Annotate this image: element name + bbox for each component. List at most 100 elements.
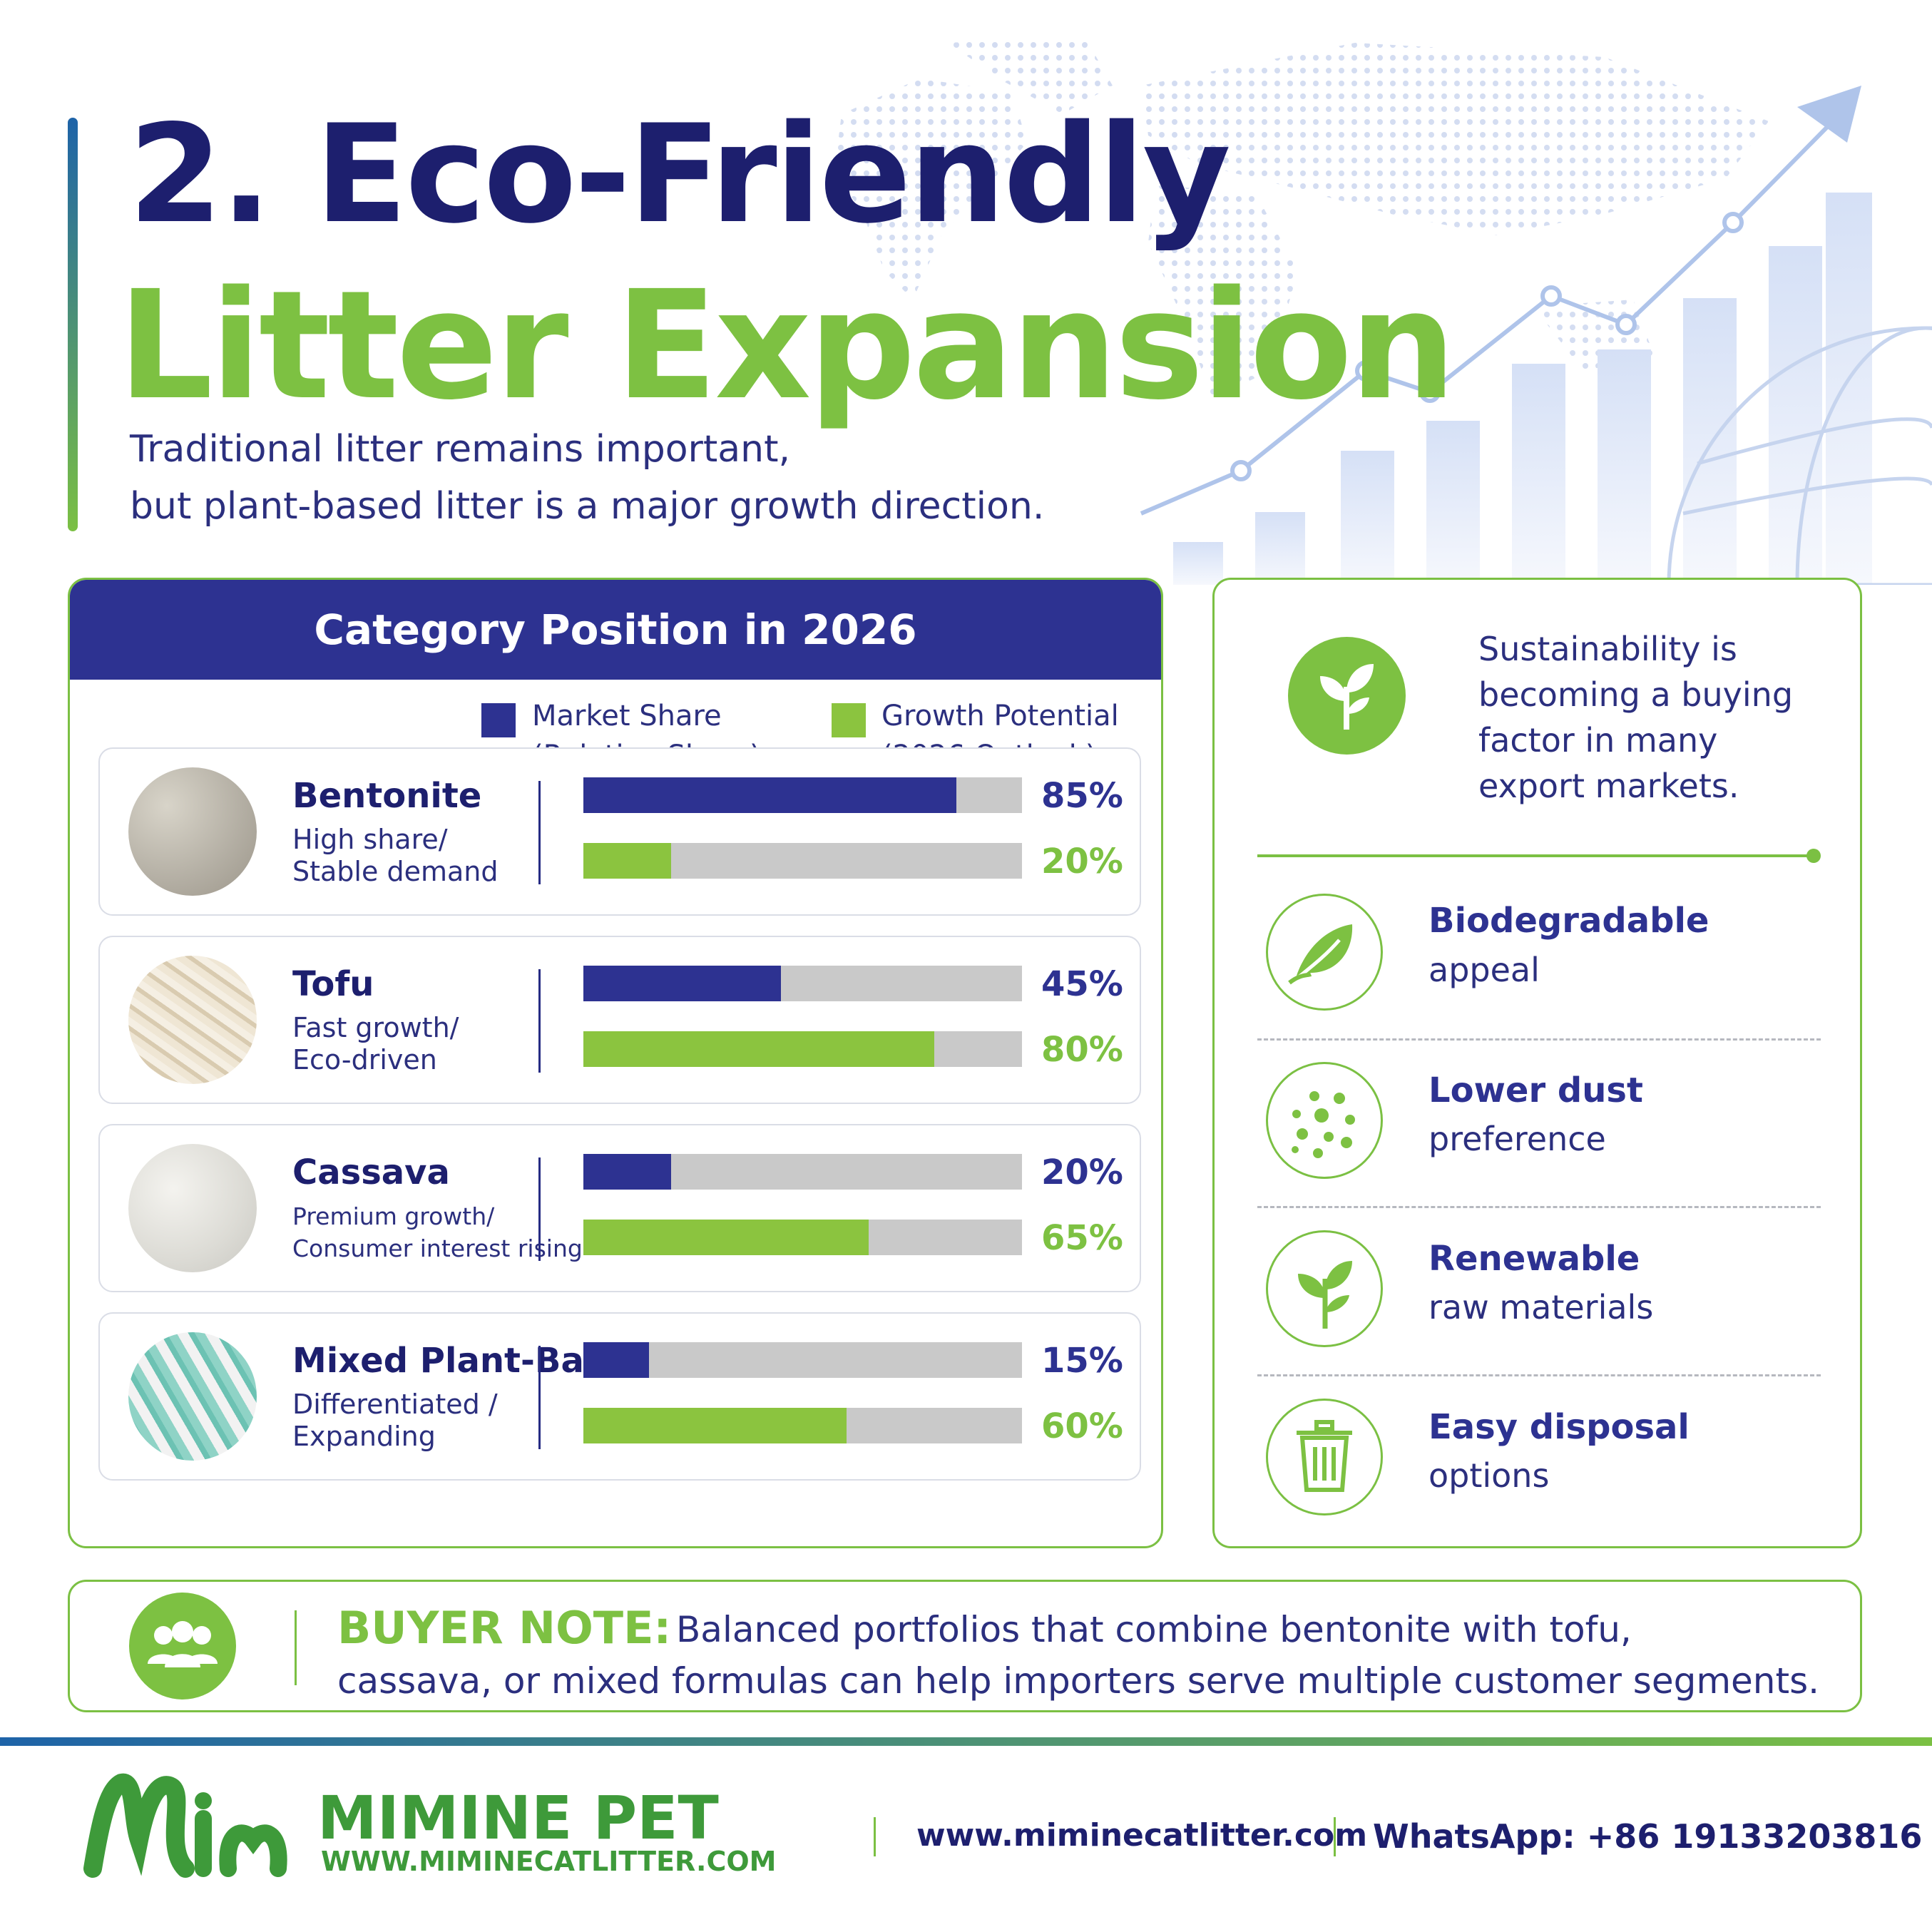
data-label: 65% — [1041, 1218, 1123, 1258]
leaf-icon — [1266, 894, 1383, 1011]
category-description: Premium growth/Consumer interest rising — [292, 1200, 583, 1264]
benefit-divider — [1257, 1038, 1821, 1041]
sustainability-card: Sustainability is becoming a buying fact… — [1212, 578, 1862, 1548]
bar-track — [583, 777, 1022, 813]
subtitle-line-2: but plant-based litter is a major growth… — [130, 485, 1045, 528]
bar-growth-potential — [583, 1031, 934, 1067]
benefit-title: Biodegradable — [1428, 901, 1709, 941]
bar-track — [583, 966, 1022, 1001]
row-divider — [538, 1157, 541, 1261]
bar-growth-potential — [583, 1408, 847, 1443]
data-label: 60% — [1041, 1406, 1123, 1446]
bar-market-share — [583, 1342, 650, 1378]
category-description: Fast growth/Eco-driven — [292, 1012, 459, 1076]
background-growth-decoration — [834, 36, 1932, 585]
row-divider — [538, 781, 541, 884]
intro-line-4: export markets. — [1478, 767, 1739, 805]
bar-growth-potential — [583, 843, 671, 879]
data-label: 20% — [1041, 1152, 1123, 1192]
benefit-title: Renewable — [1428, 1239, 1640, 1279]
buyer-note-card: BUYER NOTE: Balanced portfolios that com… — [68, 1580, 1862, 1712]
group-icon — [129, 1593, 236, 1700]
data-label: 20% — [1041, 842, 1123, 881]
bar-market-share — [583, 777, 956, 813]
benefit-subtitle: raw materials — [1428, 1288, 1654, 1327]
data-label: 15% — [1041, 1341, 1123, 1381]
category-description-line: Consumer interest rising — [292, 1235, 583, 1262]
dots-icon — [1266, 1062, 1383, 1179]
benefit-title: Easy disposal — [1428, 1407, 1690, 1447]
litter-photo — [128, 767, 257, 896]
legend-swatch-market-share — [481, 703, 516, 737]
footer-separator — [1334, 1817, 1336, 1856]
legend-growth-potential-name: Growth Potential — [881, 700, 1119, 732]
sprout-icon — [1288, 637, 1406, 755]
page-title-highlight: Litter Expansion — [118, 258, 1456, 433]
globe-outline — [1667, 326, 1932, 585]
litter-photo — [128, 1144, 257, 1272]
bar-growth-potential — [583, 1220, 869, 1255]
litter-photo — [128, 1332, 257, 1461]
benefit-subtitle: options — [1428, 1456, 1550, 1495]
category-description: High share/Stable demand — [292, 824, 498, 888]
intro-line-2: becoming a buying — [1478, 675, 1794, 714]
sustainability-intro: Sustainability is becoming a buying fact… — [1478, 626, 1835, 809]
data-label: 85% — [1041, 776, 1123, 816]
category-description: Differentiated / Expanding — [292, 1389, 498, 1453]
benefit-divider — [1257, 1374, 1821, 1376]
bar-track — [583, 1031, 1022, 1067]
bar-track — [583, 843, 1022, 879]
brand-logo-mark — [83, 1773, 287, 1878]
category-description-line: Differentiated / — [292, 1389, 498, 1420]
row-divider — [538, 969, 541, 1073]
benefit-title: Lower dust — [1428, 1070, 1643, 1110]
category-description-line: Fast growth/ — [292, 1012, 459, 1043]
title-accent-bar — [68, 118, 78, 531]
section-divider — [1257, 854, 1814, 857]
bar-track — [583, 1154, 1022, 1190]
litter-photo — [128, 956, 257, 1084]
buyer-note-divider — [295, 1610, 297, 1685]
buyer-note-text-line-1: Balanced portfolios that combine bentoni… — [676, 1609, 1632, 1650]
world-map-dots — [834, 36, 1769, 399]
category-description-line: Premium growth/ — [292, 1202, 495, 1230]
footer-whatsapp[interactable]: WhatsApp: +86 19133203816 — [1373, 1817, 1923, 1856]
category-row: Mixed Plant-Based Differentiated / Expandi… — [98, 1312, 1141, 1481]
page-title: 2. Eco-Friendly — [128, 96, 1231, 253]
benefit-subtitle: appeal — [1428, 951, 1540, 989]
data-label: 80% — [1041, 1030, 1123, 1070]
benefit-subtitle: preference — [1428, 1120, 1606, 1158]
chart-title: Category Position in 2026 — [70, 580, 1161, 680]
background-bars — [1173, 193, 1872, 585]
legend-market-share-name: Market Share — [532, 700, 722, 732]
page-subtitle: Traditional litter remains important, bu… — [130, 421, 1044, 535]
footer-website-link[interactable]: www.miminecatlitter.com — [916, 1817, 1368, 1854]
category-name: Tofu — [292, 964, 374, 1004]
footer-gradient-line — [0, 1737, 1932, 1746]
category-row: Bentonite High share/Stable demand 85% 20% — [98, 747, 1141, 916]
bar-market-share — [583, 966, 781, 1001]
intro-line-1: Sustainability is — [1478, 630, 1737, 668]
category-row: Tofu Fast growth/Eco-driven 45% 80% — [98, 936, 1141, 1104]
bar-track — [583, 1342, 1022, 1378]
buyer-note-label: BUYER NOTE: — [337, 1602, 672, 1654]
brand-url[interactable]: WWW.MIMINECATLITTER.COM — [321, 1846, 777, 1877]
category-row: Cassava Premium growth/Consumer interest … — [98, 1124, 1141, 1292]
category-chart-card: Category Position in 2026 Market Share (… — [68, 578, 1163, 1548]
category-description-line: Eco-driven — [292, 1044, 437, 1075]
sprout-icon — [1266, 1230, 1383, 1347]
category-name: Bentonite — [292, 776, 482, 816]
bar-market-share — [583, 1154, 671, 1190]
footer-separator — [874, 1817, 876, 1856]
buyer-note-text-line-2: cassava, or mixed formulas can help impo… — [337, 1660, 1820, 1702]
row-divider — [538, 1346, 541, 1449]
legend-swatch-growth-potential — [832, 703, 866, 737]
data-label: 45% — [1041, 964, 1123, 1004]
subtitle-line-1: Traditional litter remains important, — [130, 428, 791, 471]
divider-dot — [1806, 849, 1821, 863]
category-description-line: Stable demand — [292, 856, 499, 887]
trend-line — [1140, 86, 1861, 516]
trash-icon — [1266, 1399, 1383, 1516]
brand-name: MIMINE PET — [317, 1783, 719, 1853]
category-name: Cassava — [292, 1152, 450, 1192]
